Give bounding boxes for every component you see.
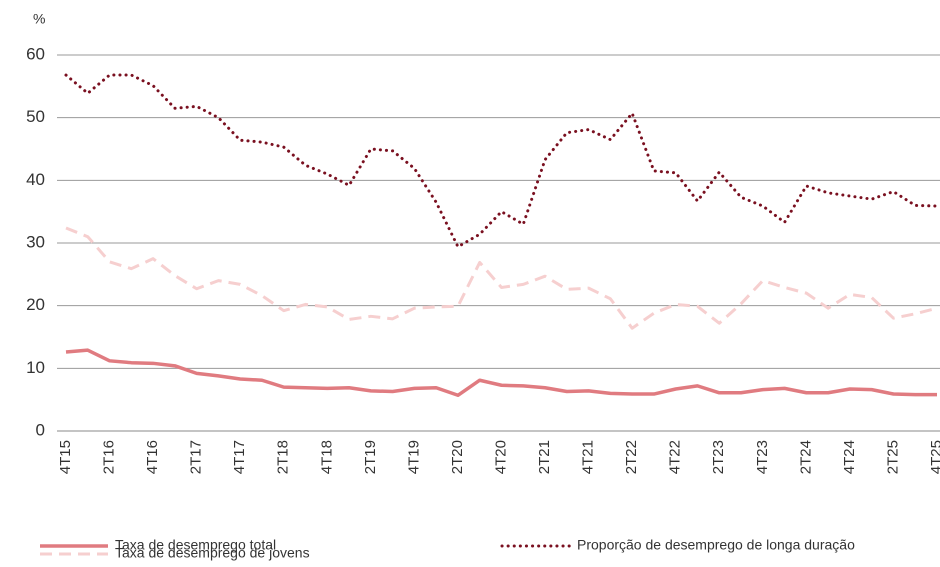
x-tick-label: 2T18 bbox=[275, 440, 292, 474]
x-tick-label: 4T21 bbox=[580, 440, 597, 474]
x-tick-label: 4T18 bbox=[318, 440, 335, 474]
y-tick-label: 20 bbox=[26, 295, 45, 314]
y-axis-unit: % bbox=[33, 11, 45, 27]
y-tick-label: 60 bbox=[26, 44, 45, 63]
x-tick-label: 4T19 bbox=[405, 440, 422, 474]
x-tick-label: 2T19 bbox=[362, 440, 379, 474]
x-tick-label: 2T22 bbox=[623, 440, 640, 474]
x-tick-label: 2T16 bbox=[101, 440, 118, 474]
y-tick-label: 40 bbox=[26, 170, 45, 189]
x-tick-label: 4T22 bbox=[667, 440, 684, 474]
x-tick-label: 4T23 bbox=[754, 440, 771, 474]
x-tick-label: 4T24 bbox=[841, 440, 858, 474]
legend-label: Taxa de desemprego de jovens bbox=[115, 545, 310, 561]
x-tick-label: 2T17 bbox=[188, 440, 205, 474]
x-tick-label: 4T25 bbox=[928, 440, 940, 474]
legend-label: Proporção de desemprego de longa duração bbox=[577, 537, 855, 553]
series-line bbox=[64, 73, 939, 249]
x-tick-label: 2T20 bbox=[449, 440, 466, 474]
series-line bbox=[65, 226, 938, 330]
series-line bbox=[65, 348, 937, 398]
y-tick-label: 10 bbox=[26, 358, 45, 377]
x-tick-label: 4T15 bbox=[57, 440, 74, 474]
legend-label: Taxa de desemprego total bbox=[115, 537, 276, 553]
x-tick-label: 2T24 bbox=[797, 440, 814, 474]
x-tick-label: 4T16 bbox=[144, 440, 161, 474]
x-tick-label: 4T20 bbox=[492, 440, 509, 474]
y-tick-label: 0 bbox=[36, 420, 45, 439]
x-tick-label: 2T23 bbox=[710, 440, 727, 474]
x-tick-label: 2T25 bbox=[884, 440, 901, 474]
y-tick-label: 50 bbox=[26, 107, 45, 126]
x-tick-label: 2T21 bbox=[536, 440, 553, 474]
x-tick-label: 4T17 bbox=[231, 440, 248, 474]
y-tick-label: 30 bbox=[26, 232, 45, 251]
